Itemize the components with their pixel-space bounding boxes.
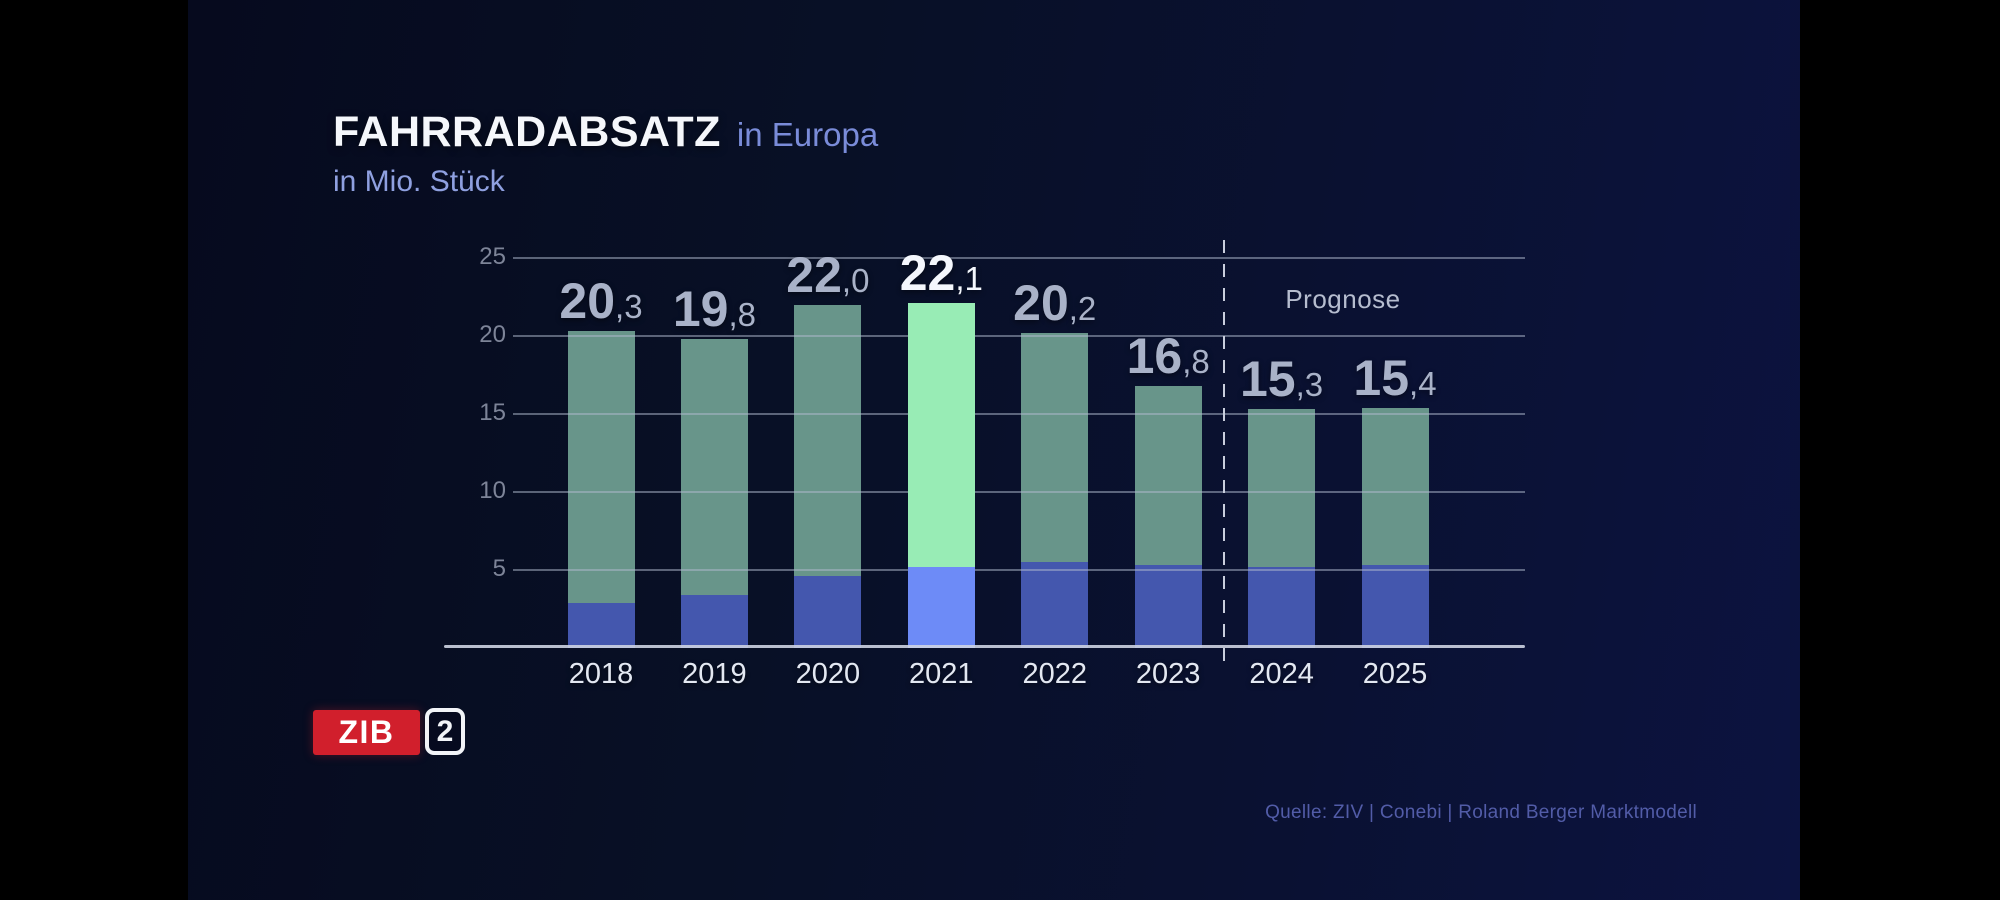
zib2-logo: ZIB 2 [313, 708, 465, 755]
value-int-2025: 15 [1353, 349, 1410, 406]
value-int-2020: 22 [786, 246, 842, 303]
x-axis-label-2023: 2023 [1135, 658, 1201, 690]
gridline-15 [513, 413, 1525, 415]
value-label-2024: 15,3 [1197, 354, 1367, 409]
bar-2021-green-segment [907, 303, 975, 567]
bar-2019-blue-segment [680, 594, 748, 648]
y-tick-label-10: 10 [479, 477, 506, 504]
x-axis-label-2019: 2019 [682, 658, 747, 690]
y-tick-label-5: 5 [492, 555, 506, 582]
title-suffix: in Europa [736, 116, 879, 153]
y-tick-label-25: 25 [479, 243, 506, 270]
y-tick-label-15: 15 [479, 399, 506, 426]
bar-2023-blue-segment [1134, 565, 1202, 648]
value-dec-2021: ,1 [955, 260, 983, 298]
bar-2025-blue-segment [1361, 565, 1429, 648]
x-axis-line [444, 645, 1525, 648]
gridline-10 [513, 491, 1525, 493]
left-black-bar [0, 0, 188, 900]
value-dec-2023: ,8 [1182, 342, 1210, 380]
x-axis-label-2024: 2024 [1249, 658, 1314, 690]
x-axis-label-2022: 2022 [1022, 658, 1087, 690]
value-dec-2019: ,8 [728, 296, 756, 334]
value-int-2022: 20 [1013, 274, 1069, 331]
x-axis-label-2020: 2020 [795, 658, 861, 690]
value-int-2024: 15 [1240, 351, 1296, 408]
y-tick-label-20: 20 [479, 321, 506, 348]
value-dec-2022: ,2 [1068, 289, 1097, 327]
x-axis-label-2018: 2018 [568, 658, 634, 690]
bar-2022-blue-segment [1021, 562, 1089, 648]
value-label-2018: 20,3 [516, 276, 686, 331]
bar-2024-blue-segment [1248, 566, 1316, 648]
right-black-bar [1800, 0, 2000, 900]
value-dec-2024: ,3 [1295, 366, 1324, 404]
chart-title: FAHRRADABSATZ in Europa [333, 108, 878, 157]
value-label-2025: 15,4 [1310, 353, 1480, 408]
value-int-2018: 20 [559, 273, 616, 330]
bar-2023-green-segment [1134, 385, 1202, 566]
gridline-5 [513, 569, 1525, 571]
value-label-2021: 22,1 [856, 248, 1026, 303]
prognose-label: Prognose [1285, 284, 1401, 314]
value-int-2021: 22 [899, 245, 956, 302]
bar-2024-green-segment [1248, 409, 1316, 567]
prognose-divider-dashed-line [1223, 240, 1225, 666]
value-dec-2025: ,4 [1409, 364, 1437, 402]
value-int-2019: 19 [672, 281, 729, 338]
bar-2022-green-segment [1021, 332, 1089, 563]
bar-2018-green-segment [567, 331, 635, 603]
zib-channel-2-badge: 2 [425, 708, 465, 755]
zib-logo-red-box: ZIB [313, 710, 420, 755]
title-subtitle: in Mio. Stück [333, 165, 505, 198]
bar-2019-green-segment [680, 339, 748, 595]
x-axis-label-2021: 2021 [909, 658, 974, 690]
gridline-25 [513, 257, 1525, 259]
bar-2020-blue-segment [794, 576, 862, 648]
value-label-2019: 19,8 [629, 284, 799, 339]
bar-2025-green-segment [1361, 407, 1429, 566]
value-int-2023: 16 [1126, 327, 1183, 384]
x-axis-label-2025: 2025 [1362, 658, 1428, 690]
gridline-20 [513, 335, 1525, 337]
value-label-2023: 16,8 [1083, 331, 1253, 386]
bar-2018-blue-segment [567, 602, 635, 648]
bar-2020-green-segment [794, 304, 862, 577]
title-main: FAHRRADABSATZ [333, 108, 721, 156]
value-label-2020: 22,0 [743, 250, 913, 305]
source-credit: Quelle: ZIV | Conebi | Roland Berger Mar… [1265, 802, 1697, 823]
bar-2021-blue-segment [907, 566, 975, 648]
value-label-2022: 20,2 [970, 278, 1140, 333]
value-dec-2018: ,3 [615, 288, 643, 326]
value-dec-2020: ,0 [841, 261, 870, 299]
